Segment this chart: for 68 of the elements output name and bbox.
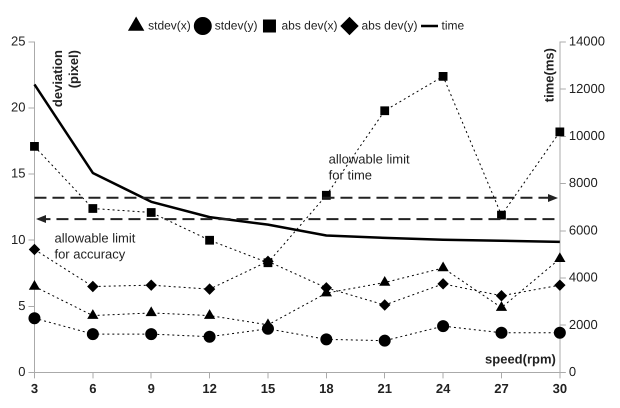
point bbox=[554, 252, 566, 262]
point bbox=[555, 127, 564, 136]
ref-line-label: allowable limit for time bbox=[328, 151, 410, 182]
point bbox=[205, 236, 214, 245]
y-axis-title: deviation (pixel) bbox=[50, 50, 82, 108]
x-tick-label: 18 bbox=[319, 380, 334, 396]
x-tick-label: 12 bbox=[202, 380, 217, 396]
legend-label: time bbox=[442, 18, 465, 32]
ref-line-label: allowable limit for accuracy bbox=[54, 230, 136, 262]
legend-label: stdev(y) bbox=[214, 18, 258, 32]
point bbox=[497, 210, 506, 220]
point bbox=[379, 276, 390, 286]
x-tick-label: 6 bbox=[89, 380, 96, 396]
point bbox=[264, 258, 272, 268]
y2-tick-label: 2000 bbox=[568, 316, 598, 332]
point bbox=[204, 284, 216, 295]
point bbox=[88, 310, 98, 319]
x-tick-label: 21 bbox=[377, 380, 392, 396]
point bbox=[496, 302, 507, 311]
y-tick-label: 10 bbox=[10, 232, 26, 247]
y2-tick-label: 4000 bbox=[568, 270, 598, 285]
point bbox=[380, 106, 390, 116]
point bbox=[378, 334, 391, 347]
point bbox=[86, 328, 99, 340]
point bbox=[29, 280, 40, 290]
x-tick-label: 27 bbox=[494, 380, 509, 396]
point bbox=[554, 326, 566, 339]
y2-tick-label: 0 bbox=[568, 364, 576, 379]
point bbox=[204, 330, 216, 343]
y2-tick-label: 10000 bbox=[568, 128, 606, 143]
point bbox=[146, 208, 156, 217]
point bbox=[30, 142, 39, 151]
x-tick-label: 24 bbox=[436, 380, 452, 396]
y2-tick-label: 6000 bbox=[568, 222, 598, 238]
y-tick-label: 0 bbox=[18, 364, 26, 379]
point bbox=[88, 204, 98, 213]
point bbox=[320, 333, 332, 346]
legend-label: stdev(x) bbox=[148, 18, 191, 32]
point bbox=[379, 300, 390, 310]
y2-tick-label: 12000 bbox=[568, 80, 606, 96]
legend-label: abs dev(y) bbox=[361, 18, 418, 32]
point bbox=[496, 290, 507, 302]
point bbox=[87, 280, 98, 292]
x-tick-label: 30 bbox=[552, 380, 568, 396]
y-tick-label: 5 bbox=[18, 298, 26, 313]
point bbox=[28, 244, 40, 255]
point bbox=[146, 306, 156, 316]
point bbox=[437, 320, 450, 332]
point bbox=[204, 310, 215, 319]
x-tick-label: 15 bbox=[260, 380, 276, 396]
point bbox=[438, 72, 448, 81]
y2-axis-title: time(ms) bbox=[541, 48, 556, 102]
y-tick-label: 25 bbox=[10, 34, 26, 49]
point bbox=[438, 278, 449, 290]
point bbox=[438, 262, 448, 272]
y2-tick-label: 8000 bbox=[568, 175, 598, 190]
point bbox=[146, 280, 157, 291]
point bbox=[554, 280, 566, 291]
point bbox=[145, 328, 158, 340]
x-axis-title: speed(rpm) bbox=[485, 351, 556, 366]
x-tick-label: 9 bbox=[148, 380, 155, 396]
y-tick-label: 20 bbox=[10, 100, 26, 115]
y2-tick-label: 14000 bbox=[568, 34, 606, 49]
y-tick-label: 15 bbox=[10, 166, 26, 181]
x-tick-label: 3 bbox=[30, 380, 38, 396]
point bbox=[28, 312, 40, 324]
point bbox=[495, 326, 508, 339]
legend-label: abs dev(x) bbox=[281, 18, 338, 32]
